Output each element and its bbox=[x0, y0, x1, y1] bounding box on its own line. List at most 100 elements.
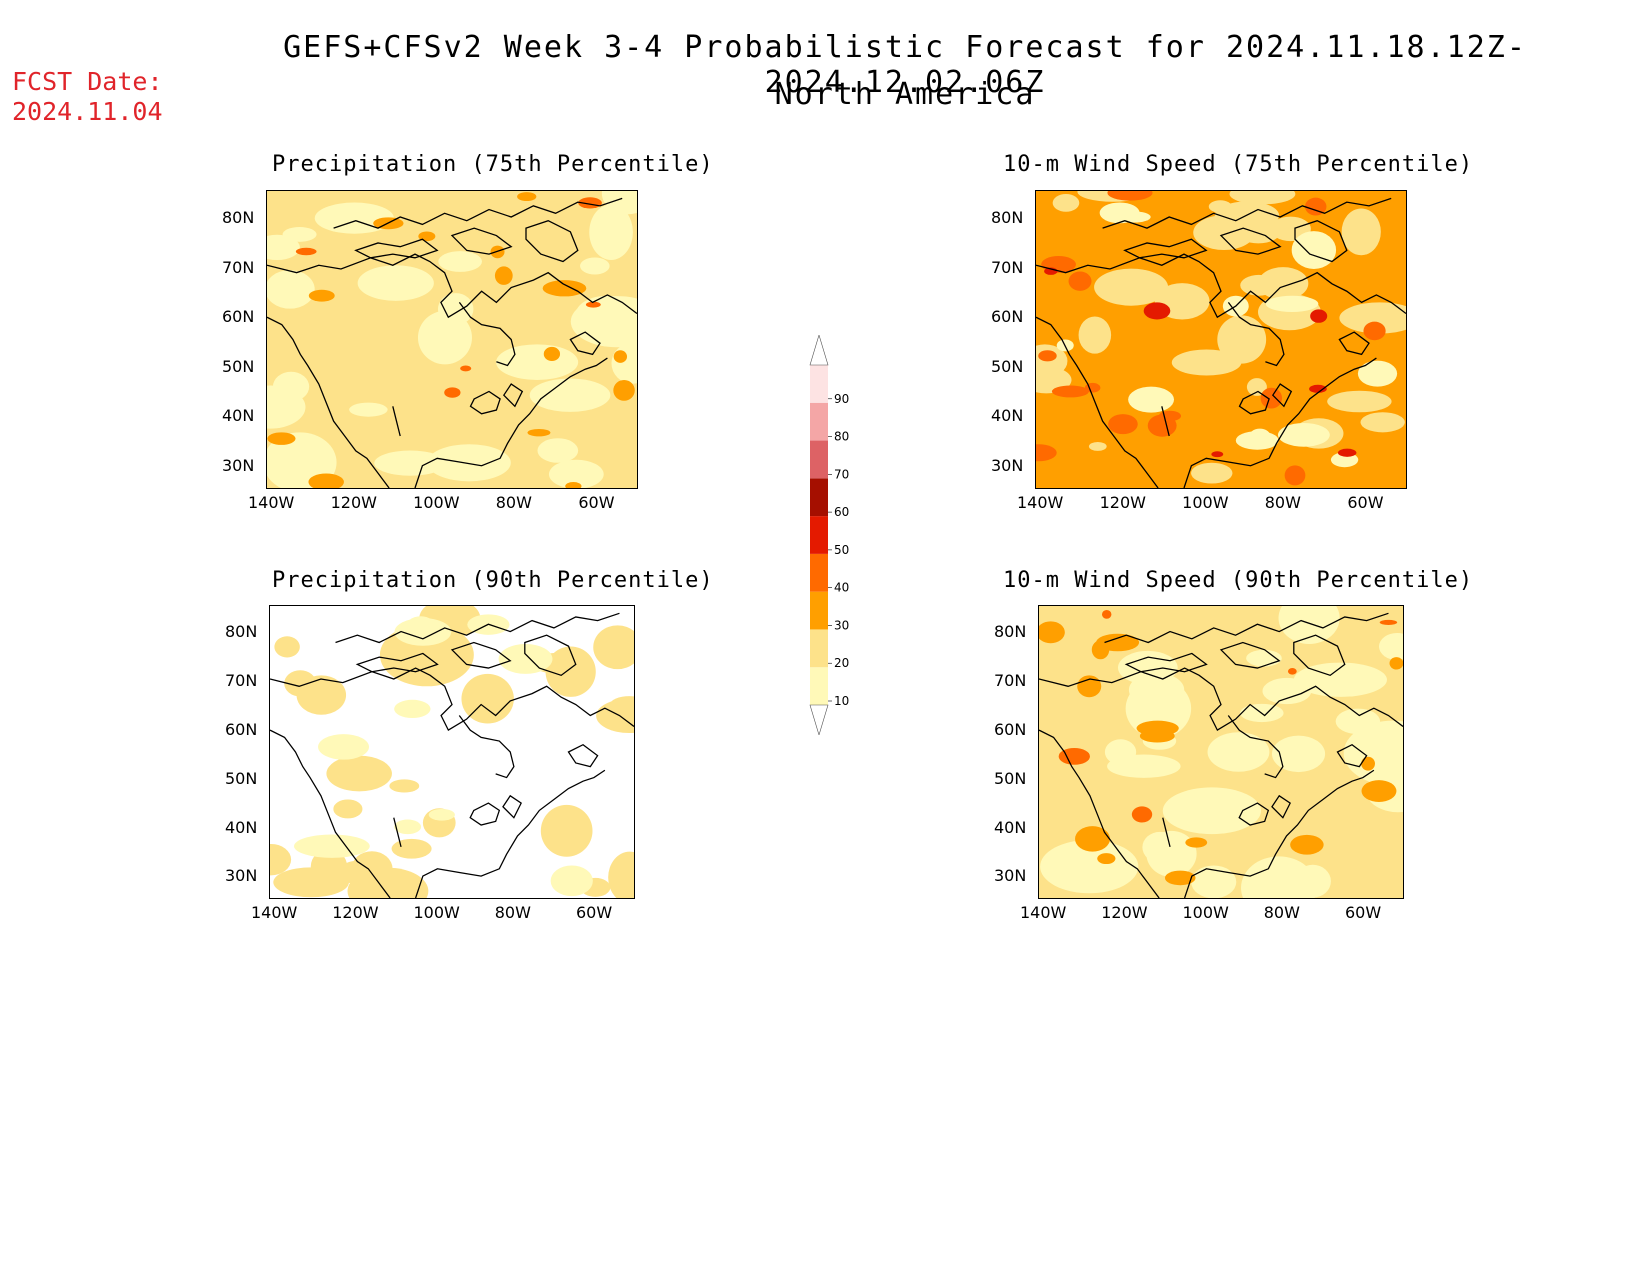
lon-tick-label: 80W bbox=[495, 493, 532, 512]
colorbar-tick-label: 80 bbox=[834, 430, 849, 444]
panel-title-wind90: 10-m Wind Speed (90th Percentile) bbox=[1003, 568, 1474, 593]
contour-region bbox=[1310, 309, 1328, 323]
contour-region bbox=[394, 618, 452, 646]
lon-tick-label: 100W bbox=[1182, 903, 1229, 922]
contour-region bbox=[1128, 386, 1175, 413]
lon-tick-label: 120W bbox=[1101, 903, 1148, 922]
contour-region bbox=[394, 819, 422, 835]
contour-region bbox=[580, 257, 610, 275]
lon-tick-label: 80W bbox=[1263, 903, 1300, 922]
lat-tick-label: 80N bbox=[222, 207, 255, 227]
lon-tick-label: 100W bbox=[413, 493, 460, 512]
coastline bbox=[450, 641, 512, 669]
colorbar-tick-label: 50 bbox=[834, 543, 849, 557]
lon-tick-label: 120W bbox=[332, 903, 379, 922]
coastline bbox=[1336, 743, 1368, 768]
colorbar-tick-label: 70 bbox=[834, 467, 849, 481]
map-canvas bbox=[270, 606, 634, 898]
colorbar-segment bbox=[810, 478, 828, 517]
fcst-date-value: 2024.11.04 bbox=[12, 97, 163, 126]
coastline bbox=[1338, 331, 1370, 356]
contour-region bbox=[295, 247, 317, 256]
contour-region bbox=[1162, 787, 1262, 835]
colorbar-segment bbox=[810, 440, 828, 479]
coastline bbox=[450, 227, 513, 255]
contour-region bbox=[1036, 444, 1057, 462]
contour-region bbox=[1248, 428, 1271, 446]
map-precip90 bbox=[269, 605, 635, 899]
colorbar-tick-label: 40 bbox=[834, 581, 849, 595]
lon-tick-label: 80W bbox=[494, 903, 531, 922]
colorbar-tick-label: 60 bbox=[834, 505, 849, 519]
contour-region bbox=[438, 251, 482, 272]
contour-region bbox=[267, 234, 300, 261]
contour-region bbox=[1361, 756, 1375, 771]
contour-region bbox=[542, 280, 587, 297]
contour-region bbox=[494, 266, 513, 285]
lon-tick-label: 60W bbox=[1347, 493, 1384, 512]
coastline bbox=[1162, 817, 1171, 848]
contour-region bbox=[1304, 197, 1327, 216]
contour-region bbox=[613, 350, 628, 363]
coastline bbox=[335, 612, 620, 644]
lat-tick-label: 40N bbox=[994, 817, 1027, 837]
contour-region bbox=[498, 643, 553, 674]
coastline bbox=[502, 794, 522, 819]
contour-region bbox=[593, 625, 634, 670]
contour-region bbox=[1357, 360, 1398, 387]
contour-region bbox=[427, 444, 511, 482]
contour-region bbox=[1107, 191, 1153, 201]
contour-region bbox=[1341, 208, 1381, 256]
coastline bbox=[567, 743, 599, 768]
coastline bbox=[458, 715, 515, 779]
coastline bbox=[1036, 316, 1159, 488]
contour-region bbox=[270, 843, 292, 876]
lon-tick-label: 140W bbox=[1017, 493, 1064, 512]
contour-region bbox=[1278, 606, 1340, 644]
contour-region bbox=[1337, 448, 1357, 457]
contour-region bbox=[1131, 806, 1153, 823]
contour-region bbox=[1260, 387, 1283, 409]
lat-tick-label: 30N bbox=[222, 456, 255, 476]
coastline bbox=[1293, 634, 1346, 677]
panel-title-precip90: Precipitation (90th Percentile) bbox=[272, 568, 714, 593]
lat-tick-label: 50N bbox=[991, 356, 1024, 376]
colorbar-segment bbox=[810, 591, 828, 630]
contour-region bbox=[338, 860, 376, 885]
lon-tick-label: 140W bbox=[248, 493, 295, 512]
contour-region bbox=[1158, 410, 1182, 422]
contour-region bbox=[1040, 839, 1139, 894]
lat-tick-label: 80N bbox=[994, 622, 1027, 642]
coastline bbox=[1238, 802, 1270, 826]
contour-region bbox=[613, 379, 635, 401]
colorbar-segment bbox=[810, 629, 828, 668]
lon-tick-label: 100W bbox=[413, 903, 460, 922]
coastline bbox=[354, 238, 439, 259]
contour-region bbox=[314, 202, 394, 234]
contour-region bbox=[1039, 621, 1065, 644]
colorbar-tick-label: 90 bbox=[834, 392, 849, 406]
contour-region bbox=[585, 301, 601, 308]
coastline bbox=[267, 253, 637, 319]
coastline bbox=[1183, 357, 1377, 488]
contour-region bbox=[1284, 465, 1306, 486]
contour-region bbox=[589, 204, 633, 261]
colorbar-segment bbox=[810, 553, 828, 592]
contour-region bbox=[308, 473, 344, 488]
region-subtitle: North America bbox=[774, 77, 1036, 112]
lat-tick-label: 50N bbox=[994, 768, 1027, 788]
map-canvas bbox=[1036, 191, 1406, 488]
lat-tick-label: 60N bbox=[225, 720, 258, 740]
lat-tick-label: 60N bbox=[222, 307, 255, 327]
contour-region bbox=[1052, 193, 1080, 212]
contour-region bbox=[1191, 462, 1233, 484]
contour-region bbox=[308, 289, 335, 302]
contour-region bbox=[1211, 451, 1224, 458]
contour-region bbox=[1360, 412, 1405, 433]
lat-tick-label: 30N bbox=[225, 866, 258, 886]
lon-tick-label: 140W bbox=[251, 903, 298, 922]
contour-region bbox=[374, 450, 447, 476]
contour-region bbox=[267, 432, 296, 445]
contour-region bbox=[1339, 302, 1406, 334]
contour-region bbox=[1038, 350, 1057, 362]
